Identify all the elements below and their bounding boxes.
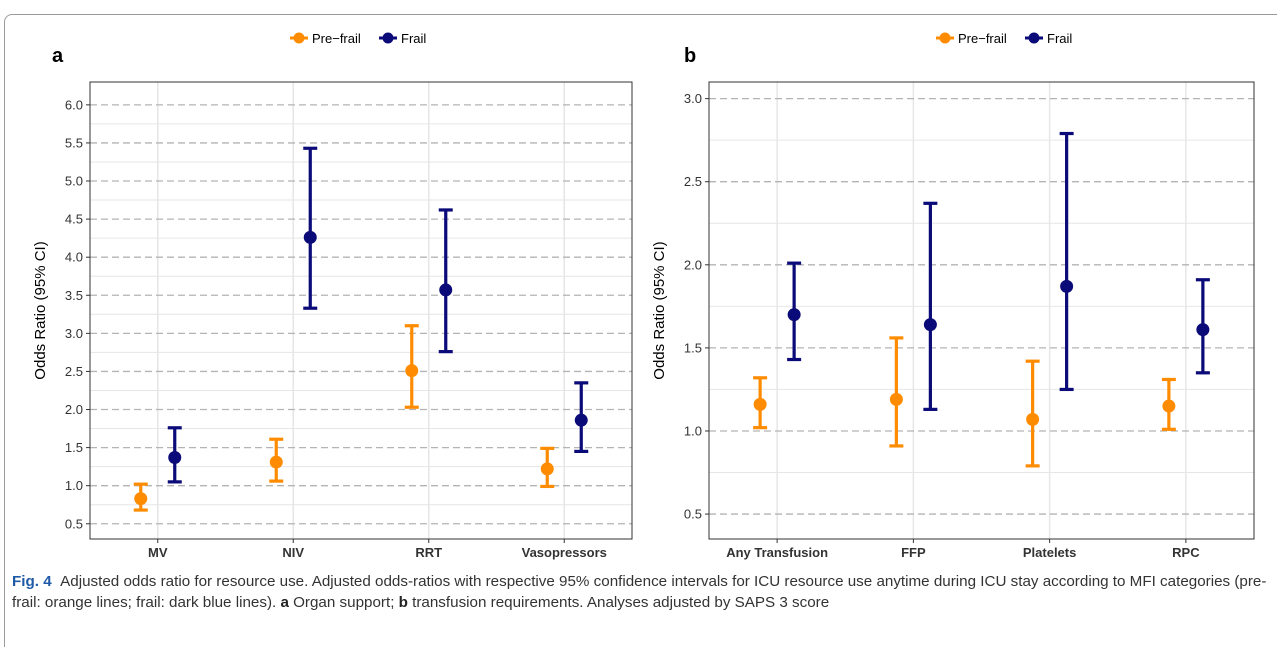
caption-text-3: transfusion requirements. Analyses adjus… [407, 594, 830, 611]
point-estimate [303, 230, 317, 244]
legend-key-point [382, 32, 394, 44]
legend: Pre−frail Frail [936, 31, 1072, 46]
x-tick-label: NIV [282, 545, 304, 560]
point-estimate [1026, 412, 1040, 426]
caption-panel-b-letter: b [398, 594, 408, 611]
legend: Pre−frail Frail [290, 31, 426, 46]
chart-panel-b: b Pre−frail Frail 0.5 1.0 1.5 2.0 2.5 3.0 Any Tra… [651, 31, 1255, 560]
x-tick-label: RPC [1172, 545, 1200, 560]
caption-panel-a-letter: a [280, 594, 289, 611]
panel-letter: b [684, 45, 696, 67]
y-axis-label: Odds Ratio (95% CI) [651, 241, 668, 379]
y-tick-label: 1.0 [65, 478, 83, 493]
series-pre-frail [133, 324, 555, 512]
point-estimate [923, 318, 937, 332]
plot-border [89, 81, 633, 540]
y-tick-label: 3.0 [684, 91, 702, 106]
plot-border [708, 81, 1255, 540]
legend-key-point [293, 32, 305, 44]
figure-frame [4, 14, 1277, 647]
point-estimate [168, 451, 182, 465]
series-pre-frail [753, 336, 1176, 468]
point-estimate [787, 308, 801, 322]
y-tick-label: 4.0 [65, 250, 83, 265]
legend-label: Frail [1047, 31, 1072, 46]
point-estimate [540, 462, 554, 476]
x-tick-label: Vasopressors [522, 545, 607, 560]
y-tick-label: 3.0 [65, 326, 83, 341]
point-estimate [134, 492, 148, 506]
series-frail [787, 131, 1210, 411]
legend-label: Pre−frail [958, 31, 1007, 46]
legend-key-point [1028, 32, 1040, 44]
point-estimate [1060, 279, 1074, 293]
y-tick-label: 6.0 [65, 97, 83, 112]
point-estimate [269, 455, 283, 469]
legend-label: Pre−frail [312, 31, 361, 46]
y-tick-label: 1.0 [684, 423, 702, 438]
x-tick-label: Platelets [1023, 545, 1076, 560]
point-estimate [1196, 323, 1210, 337]
x-tick-label: RRT [415, 545, 442, 560]
point-estimate [889, 392, 903, 406]
caption-text-2: Organ support; [288, 594, 399, 611]
x-tick-label: FFP [901, 545, 926, 560]
y-tick-label: 2.5 [65, 364, 83, 379]
point-estimate [1162, 399, 1176, 413]
y-tick-label: 1.5 [684, 340, 702, 355]
x-tick-label: Any Transfusion [726, 545, 828, 560]
y-tick-label: 3.5 [65, 288, 83, 303]
caption-figure-label: Fig. 4 [12, 573, 52, 590]
y-axis-label: Odds Ratio (95% CI) [32, 241, 49, 379]
panel-letter: a [52, 45, 64, 67]
y-tick-label: 5.0 [65, 174, 83, 189]
caption-text-1: Adjusted odds ratio for resource use. Ad… [12, 573, 1267, 611]
y-tick-label: 2.0 [65, 402, 83, 417]
figure-svg: a Pre−frail Frail 0.5 1.0 1.5 2.0 2.5 3.0 3.5 4.0 4… [32, 31, 1255, 560]
point-estimate [405, 364, 419, 378]
point-estimate [439, 283, 453, 297]
figure-caption: Fig. 4 Adjusted odds ratio for resource … [12, 571, 1274, 613]
y-tick-label: 0.5 [65, 516, 83, 531]
legend-label: Frail [401, 31, 426, 46]
chart-panel-a: a Pre−frail Frail 0.5 1.0 1.5 2.0 2.5 3.0 3.5 4.0 4… [32, 31, 633, 560]
y-tick-label: 0.5 [684, 507, 702, 522]
point-estimate [753, 397, 767, 411]
y-tick-label: 2.0 [684, 257, 702, 272]
point-estimate [574, 413, 588, 427]
series-frail [167, 146, 589, 484]
legend-key-point [939, 32, 951, 44]
y-tick-label: 2.5 [684, 174, 702, 189]
y-tick-label: 5.5 [65, 135, 83, 150]
x-tick-label: MV [148, 545, 168, 560]
y-tick-label: 1.5 [65, 440, 83, 455]
y-tick-label: 4.5 [65, 212, 83, 227]
